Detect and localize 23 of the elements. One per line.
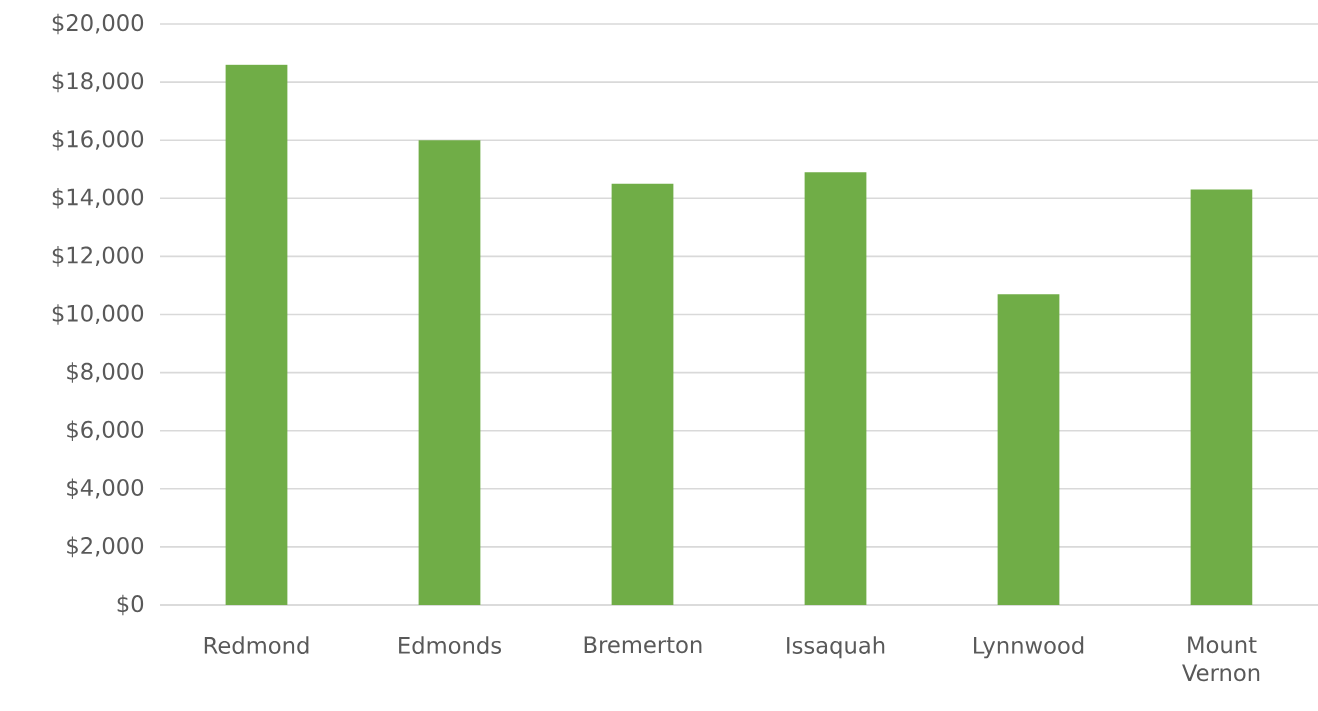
y-tick-label: $2,000 [67,536,144,558]
x-tick-label: Bremerton [584,636,702,654]
y-tick-label: $10,000 [52,304,144,325]
y-tick-label: $20,000 [52,13,144,35]
x-tick-label: Edmonds [399,636,502,654]
y-tick-label: $6,000 [67,420,144,441]
bar [418,140,481,605]
bar [1190,189,1253,605]
y-tick-label: $18,000 [52,71,144,93]
y-tick-label: $14,000 [52,188,144,209]
x-tick-label: Issaquah [787,636,885,659]
bar [225,64,288,605]
bar [611,183,674,605]
x-tick-label: Mount Vernon [1182,636,1260,682]
x-tick-label: Lynnwood [974,636,1084,659]
y-tick-label: $0 [117,594,144,616]
x-tick-label: Redmond [204,636,309,654]
bar [997,294,1060,605]
y-tick-label: $8,000 [67,362,144,383]
bar [804,172,867,605]
y-tick-label: $16,000 [52,129,144,151]
y-tick-label: $12,000 [52,246,144,267]
y-tick-label: $4,000 [67,478,144,500]
